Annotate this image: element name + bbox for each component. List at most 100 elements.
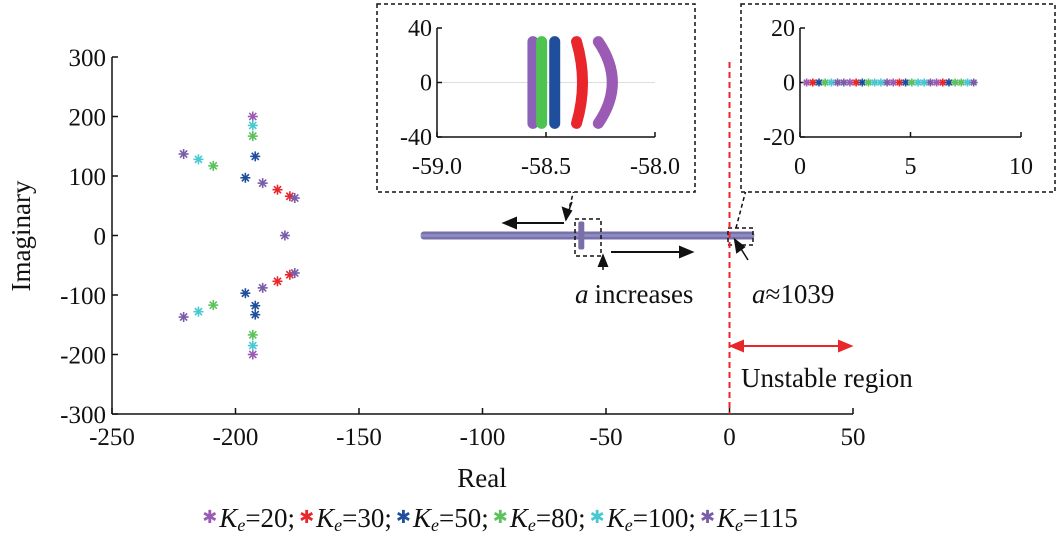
legend-item: ✱Ke=20;	[202, 503, 295, 536]
legend-symbol: K	[717, 503, 736, 533]
data-point-Ke=80	[247, 329, 258, 340]
inset-left-y-tick-label: -40	[400, 125, 432, 151]
data-point-Ke=50	[240, 172, 251, 183]
inset-left-x-tick-label: -59.0	[412, 154, 462, 180]
inset-right-point	[883, 78, 892, 87]
inset-right-point	[852, 78, 861, 87]
increases-label-a: a	[575, 279, 589, 309]
legend-item: ✱Ke=30;	[299, 503, 392, 536]
legend-value: =20;	[245, 503, 296, 533]
y-tick-label: 300	[69, 45, 107, 72]
legend-symbol: K	[413, 503, 432, 533]
data-point-Ke=100	[193, 154, 204, 165]
legend-symbol: K	[509, 503, 528, 533]
data-point-Ke=80	[247, 131, 258, 142]
y-tick-label: -200	[60, 343, 106, 370]
data-point-Ke=30	[272, 276, 283, 287]
y-tick-label: 100	[69, 164, 107, 191]
legend-marker-icon: ✱	[299, 507, 315, 527]
main-axes: -250 -200 -150 -100 -50 0 50 300 200 100 0 -100 -200…	[60, 45, 865, 451]
x-axis-label: Real	[457, 463, 506, 493]
increases-label-text: increases	[595, 279, 694, 309]
data-point-Ke=100	[247, 340, 258, 351]
inset-right-point	[920, 78, 929, 87]
legend-subscript: e	[334, 515, 343, 535]
legend-symbol: K	[316, 503, 335, 533]
zoom-box-left	[574, 218, 602, 257]
legend-value: =80;	[535, 503, 586, 533]
data-point-Ke=115	[178, 148, 189, 159]
critical-label: a≈1039	[752, 279, 834, 309]
inset-right-x-tick-label: 0	[794, 154, 806, 180]
y-tick-label: 0	[94, 224, 107, 251]
inset-right-y-tick-label: 0	[783, 71, 795, 97]
legend-item: ✱Ke=50;	[396, 503, 489, 536]
inset-right-point	[926, 78, 935, 87]
legend-item: ✱Ke=115	[700, 503, 798, 536]
legend: ✱Ke=20; ✱Ke=30; ✱Ke=50; ✱Ke=80; ✱Ke=100; ✱Ke=…	[0, 503, 1000, 536]
x-tick-label: -150	[336, 424, 382, 451]
increases-label: a increases	[575, 279, 693, 309]
legend-value: =100;	[632, 503, 696, 533]
legend-symbol: K	[219, 503, 238, 533]
legend-marker-icon: ✱	[395, 507, 411, 527]
data-point-Ke=100	[247, 120, 258, 131]
inset-right: 0 5 10 20 0 -20	[763, 16, 1033, 180]
inset-right-x-tick-label: 10	[1009, 154, 1033, 180]
legend-subscript: e	[735, 515, 744, 535]
x-tick-label: -100	[460, 424, 506, 451]
data-point-Ke=115	[279, 230, 290, 241]
inset-left-x-tick-label: -58.0	[630, 154, 680, 180]
x-tick-label: -250	[89, 424, 135, 451]
unstable-arrow	[728, 339, 854, 353]
x-tick-label: -200	[213, 424, 259, 451]
data-point-Ke=115	[178, 312, 189, 323]
y-tick-label: -100	[60, 283, 106, 310]
root-locus-chart: -250 -200 -150 -100 -50 0 503002001000-100-200…	[6, 3, 1056, 493]
inset-right-x-tick-label: 5	[905, 154, 917, 180]
data-point-Ke=100	[193, 306, 204, 317]
zoom-connectors	[565, 189, 747, 229]
data-point-Ke=50	[250, 151, 261, 162]
inset-right-frame	[740, 3, 1056, 193]
inset-right-point	[864, 78, 873, 87]
inset-right-point	[808, 78, 817, 87]
y-tick-label: 200	[69, 105, 107, 132]
inset-left-arc	[571, 36, 589, 129]
main-points	[178, 111, 755, 360]
critical-label-a: a	[752, 279, 766, 309]
inset-left-arc	[592, 36, 618, 129]
inset-right-point	[833, 78, 842, 87]
inset-right-point	[870, 78, 879, 87]
legend-marker-icon: ✱	[589, 507, 605, 527]
critical-label-text: ≈1039	[766, 279, 835, 309]
data-point-Ke=20	[247, 111, 258, 122]
data-point-Ke=115	[257, 282, 268, 293]
legend-symbol: K	[606, 503, 625, 533]
cluster-arc-marker	[578, 221, 585, 250]
legend-item: ✱Ke=80;	[493, 503, 586, 536]
data-point-Ke=50	[240, 288, 251, 299]
inset-left-x-tick-label: -58.5	[521, 154, 571, 180]
data-point-Ke=20	[247, 349, 258, 360]
x-tick-label: 50	[841, 424, 866, 451]
y-tick-label: -300	[60, 402, 106, 429]
data-point-Ke=115	[257, 178, 268, 189]
data-point-Ke=30	[272, 184, 283, 195]
legend-marker-icon: ✱	[492, 507, 508, 527]
data-point-Ke=115	[289, 267, 300, 278]
unstable-label: Unstable region	[741, 363, 913, 393]
direction-arrows	[501, 201, 749, 270]
x-tick-label: -50	[589, 424, 622, 451]
inset-right-point	[951, 78, 960, 87]
inset-right-point	[969, 78, 978, 87]
data-point-Ke=115	[289, 193, 300, 204]
inset-right-y-tick-label: 20	[771, 16, 795, 42]
y-axis-label: Imaginary	[6, 180, 36, 291]
legend-value: =30;	[342, 503, 392, 533]
legend-value: =115	[743, 503, 798, 533]
legend-item: ✱Ke=100;	[590, 503, 696, 536]
real-axis-cluster-highlight	[420, 234, 755, 237]
x-tick-label: 0	[723, 424, 736, 451]
data-point-Ke=80	[208, 300, 219, 311]
